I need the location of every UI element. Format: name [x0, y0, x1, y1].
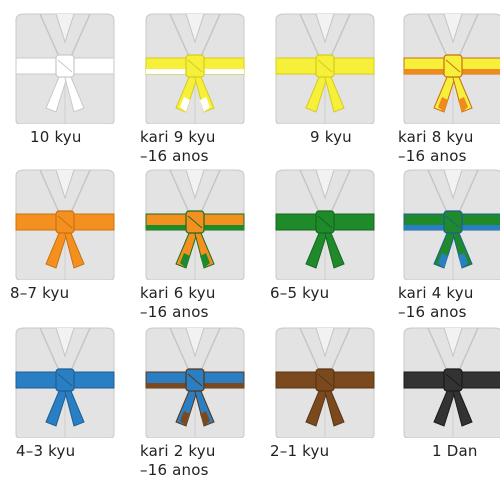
gi-illustration [15, 327, 115, 439]
belt-rank: 6–5 kyu [270, 284, 330, 302]
belt [15, 54, 115, 113]
gi-illustration [403, 169, 500, 281]
belt-card: 4–3 kyu [10, 326, 120, 476]
gi-illustration [145, 327, 245, 439]
belt-rank: 2–1 kyu [270, 442, 330, 460]
belt-rank: 10 kyu [30, 128, 82, 146]
belt-age-note: –16 anos [398, 303, 467, 321]
belt [403, 54, 500, 113]
belt-rank: kari 8 kyu [398, 128, 474, 146]
gi-illustration [275, 327, 375, 439]
belt-rank: kari 4 kyu [398, 284, 474, 302]
gi-illustration [15, 169, 115, 281]
belt-card: kari 4 kyu –16 anos [398, 168, 500, 321]
belt-label: 10 kyu [10, 128, 148, 147]
belt-label: 6–5 kyu [270, 284, 388, 303]
gi-illustration [145, 13, 245, 125]
belt-label: 2–1 kyu [270, 442, 388, 461]
belt-rank: 1 Dan [432, 442, 478, 460]
belt-rank: 4–3 kyu [16, 442, 76, 460]
belt [15, 210, 115, 269]
belt-label: 9 kyu [270, 128, 428, 147]
gi-illustration [403, 327, 500, 439]
gi-illustration [145, 169, 245, 281]
gi-figure [270, 326, 380, 439]
belt [145, 368, 245, 427]
gi-figure [140, 168, 250, 281]
belt-card: kari 8 kyu –16 anos [398, 12, 500, 165]
belt-label: kari 4 kyu –16 anos [398, 284, 500, 322]
gi-figure [140, 12, 250, 125]
gi-illustration [275, 13, 375, 125]
belt [275, 210, 375, 269]
belt-card: 6–5 kyu [270, 168, 380, 318]
belt-rank: kari 9 kyu [140, 128, 216, 146]
belt-rank: kari 2 kyu [140, 442, 216, 460]
belt-label: kari 9 kyu –16 anos [140, 128, 258, 166]
gi-figure [270, 12, 380, 125]
belt [145, 210, 245, 269]
gi-illustration [15, 13, 115, 125]
belt [275, 368, 375, 427]
belt-rank: 9 kyu [310, 128, 352, 146]
belt-card: kari 2 kyu –16 anos [140, 326, 250, 479]
belt-rank: kari 6 kyu [140, 284, 216, 302]
belt-label: kari 8 kyu –16 anos [398, 128, 500, 166]
belt-label: 8–7 kyu [10, 284, 128, 303]
gi-figure [398, 326, 500, 439]
belt-label: 1 Dan [398, 442, 500, 461]
gi-illustration [275, 169, 375, 281]
belt-card: 1 Dan [398, 326, 500, 476]
belt-card: kari 9 kyu –16 anos [140, 12, 250, 165]
belt [145, 54, 245, 113]
belt-age-note: –16 anos [140, 303, 209, 321]
gi-figure [398, 168, 500, 281]
belt-age-note: –16 anos [140, 461, 209, 479]
belt-card: kari 6 kyu –16 anos [140, 168, 250, 321]
gi-figure [10, 168, 120, 281]
belt-card: 9 kyu [270, 12, 380, 162]
belt [403, 210, 500, 269]
belt-card: 10 kyu [10, 12, 120, 162]
gi-figure [140, 326, 250, 439]
belt-age-note: –16 anos [140, 147, 209, 165]
belt-label: 4–3 kyu [10, 442, 134, 461]
belt [275, 54, 375, 113]
belt-label: kari 2 kyu –16 anos [140, 442, 258, 480]
gi-figure [10, 326, 120, 439]
belt [403, 368, 500, 427]
gi-figure [398, 12, 500, 125]
belt-rank: 8–7 kyu [10, 284, 70, 302]
belt-age-note: –16 anos [398, 147, 467, 165]
belt-card: 2–1 kyu [270, 326, 380, 476]
gi-figure [270, 168, 380, 281]
belt-card: 8–7 kyu [10, 168, 120, 318]
gi-figure [10, 12, 120, 125]
belt [15, 368, 115, 427]
belt-label: kari 6 kyu –16 anos [140, 284, 258, 322]
gi-illustration [403, 13, 500, 125]
